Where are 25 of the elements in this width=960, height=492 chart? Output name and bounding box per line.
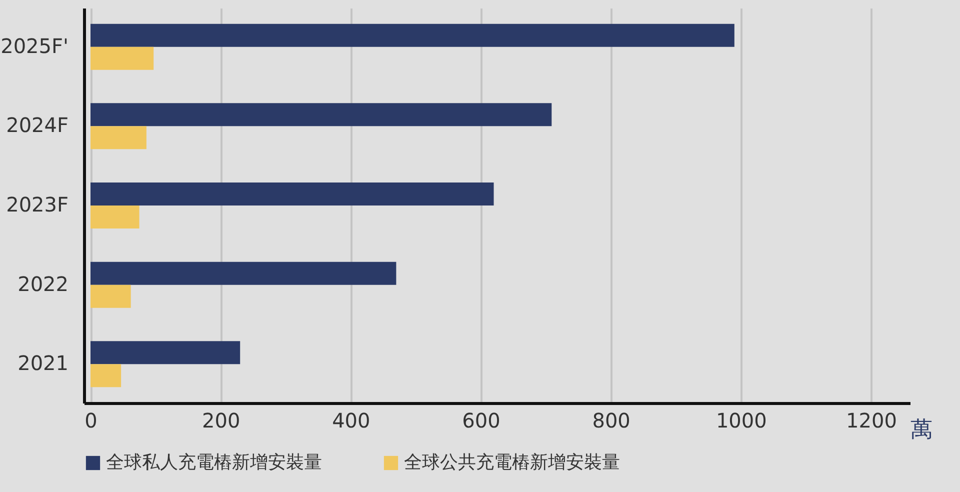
bar [90, 182, 494, 206]
x-tick-label: 1000 [716, 408, 767, 432]
x-axis-title: 萬 [910, 418, 932, 442]
bar [90, 103, 552, 126]
bar [90, 262, 396, 285]
bar [90, 24, 734, 47]
y-tick-label: 2021 [18, 351, 68, 376]
x-tick-label: 600 [462, 408, 500, 432]
bar [90, 126, 146, 150]
bar [90, 46, 154, 70]
bar [90, 206, 140, 228]
x-tick-label: 400 [332, 408, 370, 432]
bar [90, 284, 131, 308]
y-tick-label: 2022 [18, 272, 68, 296]
bar [90, 341, 240, 364]
x-tick-label: 200 [202, 408, 240, 432]
y-tick-label: 2025F' [0, 34, 68, 58]
y-tick-label: 2024F [6, 113, 68, 138]
x-tick-label: 1200 [846, 408, 897, 432]
legend-label: 全球公共充電樁新增安裝量 [404, 452, 620, 473]
legend-label: 全球私人充電樁新增安裝量 [106, 452, 322, 473]
bar [90, 364, 122, 388]
x-tick-label: 800 [592, 408, 630, 432]
y-tick-label: 2023F [6, 192, 68, 216]
x-tick-label: 0 [84, 408, 98, 432]
